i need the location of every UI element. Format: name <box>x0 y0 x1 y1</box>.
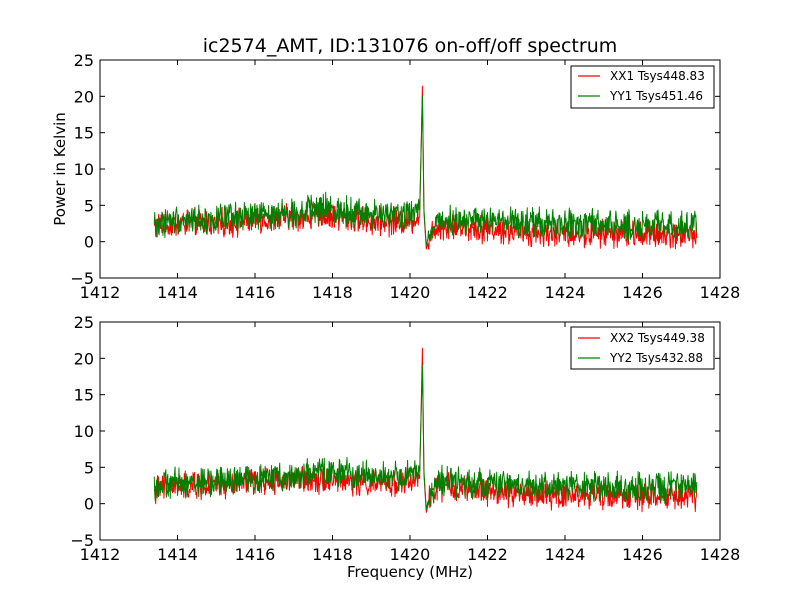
ticks-top: 1412 1414 1416 1418 1420 1422 1424 1426 1428 −5 0 5… <box>70 51 740 302</box>
y-tick-label: 25 <box>74 51 94 70</box>
y-tick-label: 15 <box>74 124 94 143</box>
plot-frame-top <box>99 59 721 279</box>
y-tick-label: 0 <box>84 495 94 514</box>
legend-box-bottom <box>570 326 715 370</box>
series-line-yy1 <box>153 95 698 246</box>
x-tick-label: 1414 <box>157 283 198 302</box>
x-tick-label: 1426 <box>622 545 663 564</box>
x-tick-label: 1420 <box>390 283 431 302</box>
legend-bottom: XX2 Tsys449.38 YY2 Tsys432.88 <box>570 326 715 370</box>
series-lines-top <box>153 85 698 250</box>
series-line-yy2 <box>153 365 698 510</box>
legend-top: XX1 Tsys448.83 YY1 Tsys451.46 <box>570 65 715 109</box>
x-tick-label: 1422 <box>467 283 508 302</box>
y-tick-label: 0 <box>84 233 94 252</box>
x-tick-label: 1428 <box>700 283 741 302</box>
y-axis-label: Power in Kelvin <box>51 112 69 226</box>
plot-frame-bottom <box>99 321 721 541</box>
y-tick-label: 10 <box>74 160 94 179</box>
y-tick-label: 5 <box>84 196 94 215</box>
legend-label-yy1: YY1 Tsys451.46 <box>609 89 703 103</box>
x-tick-label: 1416 <box>235 283 276 302</box>
x-tick-label: 1424 <box>545 283 586 302</box>
legend-box-top <box>570 65 715 109</box>
x-tick-label: 1420 <box>390 545 431 564</box>
panel-top: 1412 1414 1416 1418 1420 1422 1424 1426 1428 −5 0 5… <box>51 51 740 302</box>
x-axis-label: Frequency (MHz) <box>347 563 473 581</box>
x-tick-label: 1422 <box>467 545 508 564</box>
panel-bottom: 1412 1414 1416 1418 1420 1422 1424 1426 1428 −5 0 5… <box>70 313 740 581</box>
y-tick-label: 15 <box>74 386 94 405</box>
y-tick-label: 20 <box>74 349 94 368</box>
x-tick-label: 1418 <box>312 283 353 302</box>
y-tick-label: 25 <box>74 313 94 332</box>
x-tick-label: 1412 <box>80 545 121 564</box>
x-tick-label: 1426 <box>622 283 663 302</box>
ticks-bottom: 1412 1414 1416 1418 1420 1422 1424 1426 1428 −5 0 5… <box>70 313 740 564</box>
x-tick-label: 1418 <box>312 545 353 564</box>
y-tick-label: −5 <box>70 531 94 550</box>
figure-title: ic2574_AMT, ID:131076 on-off/off spectru… <box>203 35 618 57</box>
y-tick-label: 20 <box>74 87 94 106</box>
x-tick-label: 1414 <box>157 545 198 564</box>
legend-label-yy2: YY2 Tsys432.88 <box>609 351 703 365</box>
legend-label-xx2: XX2 Tsys449.38 <box>610 331 705 345</box>
x-tick-label: 1412 <box>80 283 121 302</box>
x-tick-label: 1416 <box>235 545 276 564</box>
y-tick-label: 5 <box>84 458 94 477</box>
y-tick-label: −5 <box>70 269 94 288</box>
x-tick-label: 1428 <box>700 545 741 564</box>
x-tick-label: 1424 <box>545 545 586 564</box>
legend-label-xx1: XX1 Tsys448.83 <box>610 69 705 83</box>
series-lines-bottom <box>153 347 698 513</box>
y-tick-label: 10 <box>74 422 94 441</box>
